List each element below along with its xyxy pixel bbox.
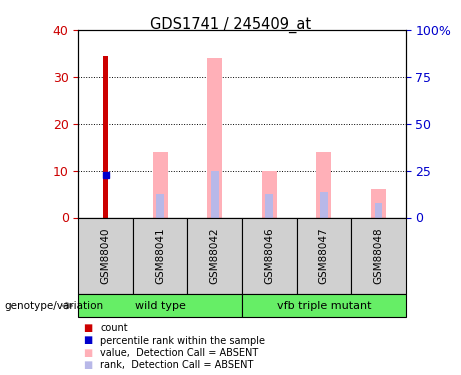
Text: GSM88047: GSM88047 xyxy=(319,228,329,284)
Bar xyxy=(351,217,406,294)
Text: GSM88046: GSM88046 xyxy=(264,228,274,284)
Text: ■: ■ xyxy=(83,360,92,370)
Bar xyxy=(156,194,164,217)
Bar xyxy=(78,217,133,294)
Text: ■: ■ xyxy=(83,348,92,358)
Bar xyxy=(242,294,406,317)
Text: wild type: wild type xyxy=(135,301,186,310)
Text: rank,  Detection Call = ABSENT: rank, Detection Call = ABSENT xyxy=(100,360,254,370)
Text: GSM88048: GSM88048 xyxy=(373,228,384,284)
Bar xyxy=(320,192,328,217)
Bar xyxy=(316,152,331,217)
Bar xyxy=(266,194,273,217)
Text: count: count xyxy=(100,323,128,333)
Text: GSM88041: GSM88041 xyxy=(155,228,165,284)
Bar xyxy=(103,56,108,217)
Text: vfb triple mutant: vfb triple mutant xyxy=(277,301,371,310)
Text: GSM88040: GSM88040 xyxy=(100,228,111,284)
Bar xyxy=(262,171,277,217)
Text: ■: ■ xyxy=(83,323,92,333)
Bar xyxy=(242,217,296,294)
Bar xyxy=(211,171,219,217)
Bar xyxy=(371,189,386,217)
Bar xyxy=(133,217,188,294)
Bar xyxy=(78,294,242,317)
Bar xyxy=(153,152,168,217)
Bar xyxy=(188,217,242,294)
Bar xyxy=(296,217,351,294)
Text: genotype/variation: genotype/variation xyxy=(5,301,104,310)
Bar xyxy=(375,203,382,217)
Text: GDS1741 / 245409_at: GDS1741 / 245409_at xyxy=(150,17,311,33)
Text: GSM88042: GSM88042 xyxy=(210,228,220,284)
Bar xyxy=(207,58,222,217)
Text: percentile rank within the sample: percentile rank within the sample xyxy=(100,336,266,345)
Text: ■: ■ xyxy=(83,336,92,345)
Text: value,  Detection Call = ABSENT: value, Detection Call = ABSENT xyxy=(100,348,259,358)
